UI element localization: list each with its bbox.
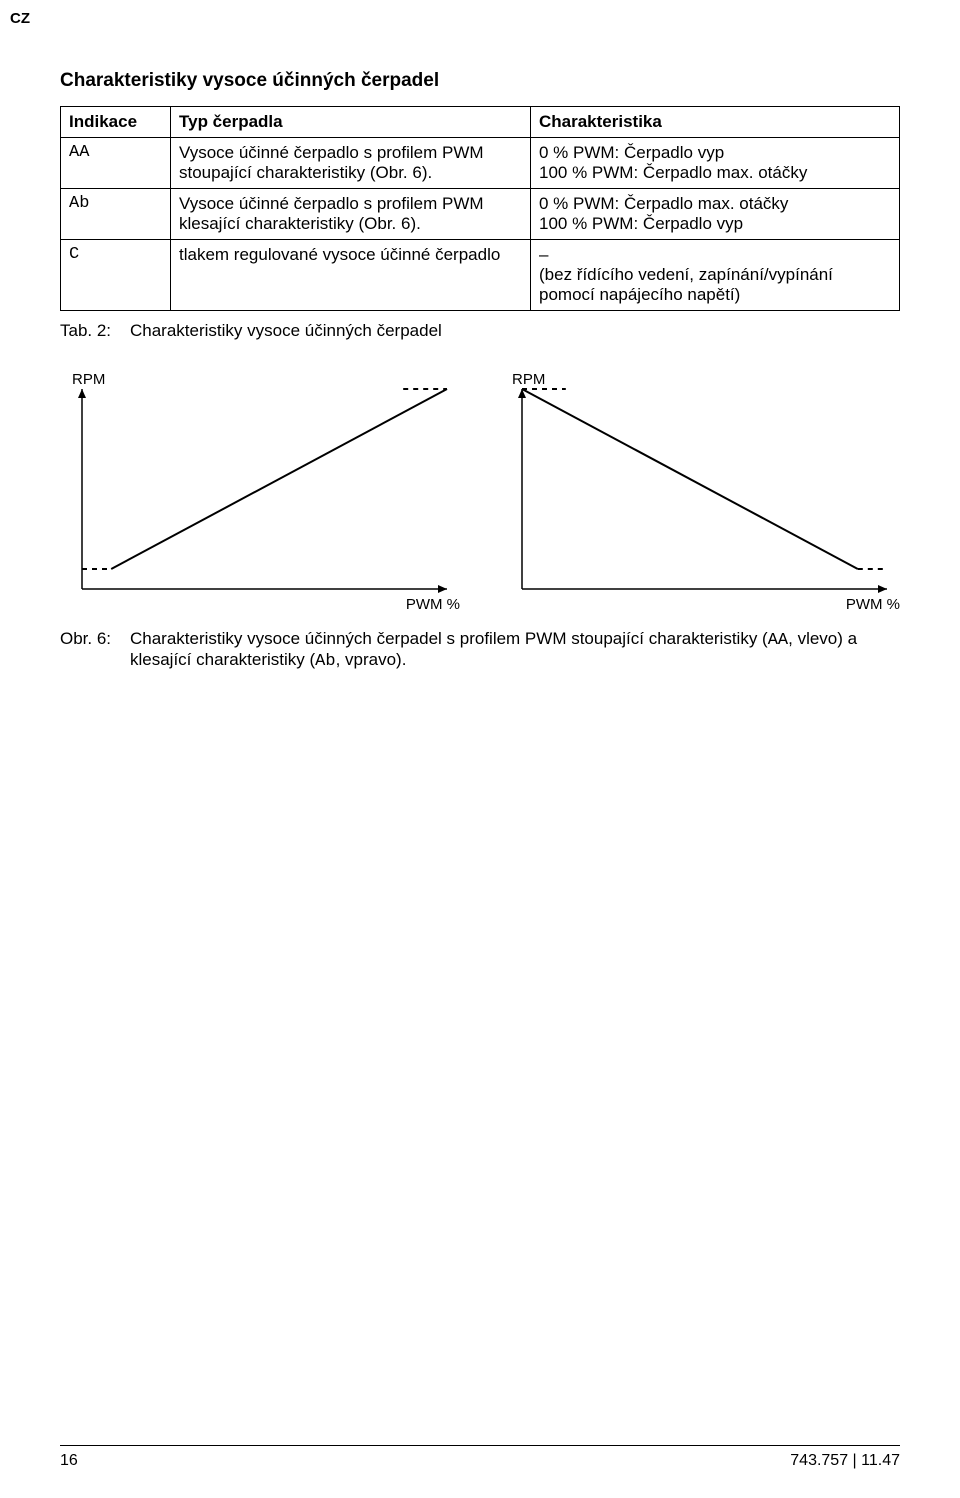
- chart-left-ylabel: RPM: [72, 371, 105, 388]
- table-caption-label: Tab. 2:: [60, 321, 130, 341]
- cell-ind: AA: [61, 138, 171, 189]
- cell-type: tlakem regulované vysoce účinné čerpadlo: [171, 240, 531, 311]
- table-row: AbVysoce účinné čerpadlo s profilem PWM …: [61, 189, 900, 240]
- table-caption-text: Charakteristiky vysoce účinných čerpadel: [130, 321, 442, 341]
- cell-ind: C: [61, 240, 171, 311]
- fig-code-ab: Ab: [315, 652, 335, 671]
- figure-caption-label: Obr. 6:: [60, 629, 130, 671]
- cell-char: 0 % PWM: Čerpadlo max. otáčky100 % PWM: …: [531, 189, 900, 240]
- figure-caption-text: Charakteristiky vysoce účinných čerpadel…: [130, 629, 900, 671]
- chart-right-ylabel: RPM: [512, 371, 545, 388]
- table-row: AAVysoce účinné čerpadlo s profilem PWM …: [61, 138, 900, 189]
- chart-left-xlabel: PWM %: [406, 596, 460, 613]
- th-indikace: Indikace: [61, 107, 171, 138]
- fig-text-post: , vpravo).: [336, 650, 407, 669]
- footer-doc-id: 743.757 | 11.47: [790, 1452, 900, 1470]
- chart-right-xlabel: PWM %: [846, 596, 900, 613]
- chart-left: RPM PWM %: [60, 371, 460, 611]
- fig-code-aa: AA: [768, 631, 788, 650]
- lang-tag: CZ: [0, 10, 30, 27]
- th-char: Charakteristika: [531, 107, 900, 138]
- section-title: Charakteristiky vysoce účinných čerpadel: [60, 70, 900, 92]
- fig-text-pre: Charakteristiky vysoce účinných čerpadel…: [130, 629, 768, 648]
- chart-right-svg: [500, 371, 900, 611]
- table-caption: Tab. 2: Charakteristiky vysoce účinných …: [60, 321, 900, 341]
- cell-type: Vysoce účinné čerpadlo s profilem PWM st…: [171, 138, 531, 189]
- footer-page-number: 16: [60, 1452, 78, 1470]
- chart-right: RPM PWM %: [500, 371, 900, 611]
- pump-table: Indikace Typ čerpadla Charakteristika AA…: [60, 106, 900, 311]
- chart-left-svg: [60, 371, 460, 611]
- cell-type: Vysoce účinné čerpadlo s profilem PWM kl…: [171, 189, 531, 240]
- cell-char: –(bez řídícího vedení, zapínání/vypínání…: [531, 240, 900, 311]
- cell-ind: Ab: [61, 189, 171, 240]
- table-row: Ctlakem regulované vysoce účinné čerpadl…: [61, 240, 900, 311]
- page-footer: 16 743.757 | 11.47: [60, 1445, 900, 1470]
- th-typ: Typ čerpadla: [171, 107, 531, 138]
- figure-caption: Obr. 6: Charakteristiky vysoce účinných …: [60, 629, 900, 671]
- charts-row: RPM PWM % RPM PWM %: [60, 371, 900, 611]
- cell-char: 0 % PWM: Čerpadlo vyp100 % PWM: Čerpadlo…: [531, 138, 900, 189]
